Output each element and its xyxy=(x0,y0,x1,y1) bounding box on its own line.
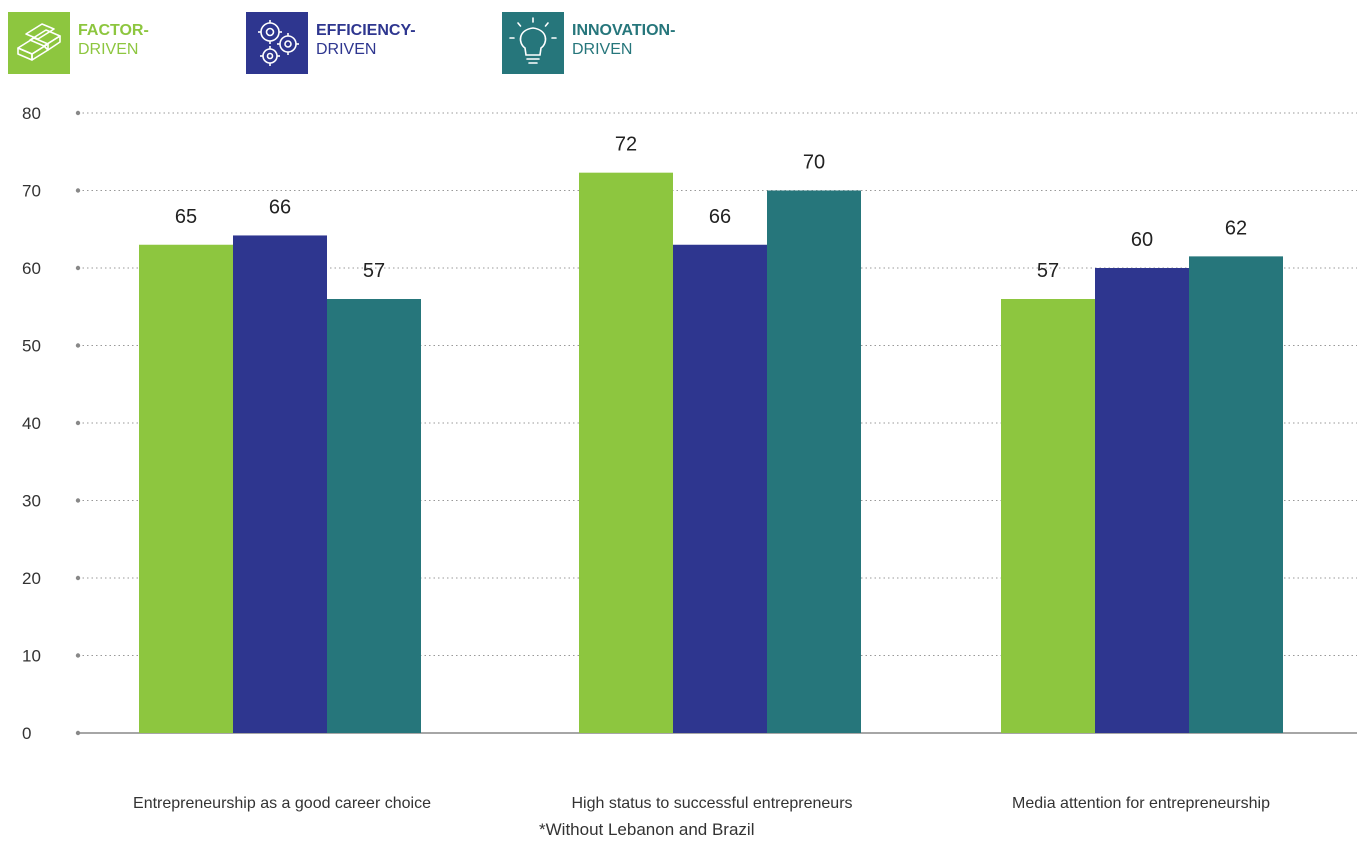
y-tick-label: 40 xyxy=(22,414,41,433)
category-label: Media attention for entrepreneurship xyxy=(1012,795,1270,812)
category-labels: Entrepreneurship as a good career choice… xyxy=(133,795,1270,812)
data-label: 70 xyxy=(803,152,825,174)
y-axis-ticks: 0 10 20 30 40 50 60 70 80 xyxy=(22,104,81,743)
y-tick-dot xyxy=(75,265,81,271)
data-label: 72 xyxy=(615,134,637,156)
y-tick-label: 50 xyxy=(22,337,41,356)
y-tick-dot xyxy=(75,420,81,426)
legend-sub-label: DRIVEN xyxy=(78,41,139,58)
legend: FACTOR- DRIVEN xyxy=(0,0,760,80)
y-tick-dot xyxy=(75,188,81,193)
bars xyxy=(139,172,1283,734)
y-tick-label: 10 xyxy=(22,647,41,666)
y-tick-label: 30 xyxy=(22,492,41,511)
data-label: 57 xyxy=(1037,260,1059,282)
y-tick-dot xyxy=(75,730,81,736)
bar xyxy=(767,190,861,733)
bar xyxy=(1095,268,1189,733)
y-tick-dot xyxy=(75,575,81,581)
y-tick-label: 20 xyxy=(22,569,41,588)
y-tick-label: 80 xyxy=(22,104,41,123)
y-tick-dot xyxy=(75,653,81,658)
bar xyxy=(1001,299,1095,733)
y-tick-dot xyxy=(75,343,81,348)
bar xyxy=(673,244,767,733)
data-label: 62 xyxy=(1225,217,1247,239)
y-tick-label: 0 xyxy=(22,724,31,743)
data-label: 60 xyxy=(1131,229,1153,251)
gold-bars-icon xyxy=(8,12,70,74)
bar xyxy=(233,235,327,733)
category-label: High status to successful entrepreneurs xyxy=(571,795,852,812)
data-labels: 65 66 57 72 66 70 57 60 62 xyxy=(175,134,1247,282)
legend-bold-label: EFFICIENCY- xyxy=(316,22,416,39)
legend-sub-label: DRIVEN xyxy=(316,41,377,58)
bar xyxy=(1189,256,1283,733)
data-label: 66 xyxy=(269,196,291,218)
y-tick-dot xyxy=(75,498,81,503)
lightbulb-icon xyxy=(502,12,564,74)
legend-sub-label: DRIVEN xyxy=(572,41,633,58)
y-tick-label: 60 xyxy=(22,259,41,278)
bar xyxy=(139,244,233,733)
data-label: 57 xyxy=(363,260,385,282)
footnote: *Without Lebanon and Brazil xyxy=(539,820,754,839)
y-tick-label: 70 xyxy=(22,182,41,201)
y-tick-dot xyxy=(75,110,81,116)
data-label: 65 xyxy=(175,206,197,228)
legend-bold-label: FACTOR- xyxy=(78,22,149,39)
bar xyxy=(579,172,673,734)
gears-icon xyxy=(246,12,308,74)
legend-bold-label: INNOVATION- xyxy=(572,22,676,39)
category-label: Entrepreneurship as a good career choice xyxy=(133,795,431,812)
data-label: 66 xyxy=(709,206,731,228)
bar xyxy=(327,299,421,733)
